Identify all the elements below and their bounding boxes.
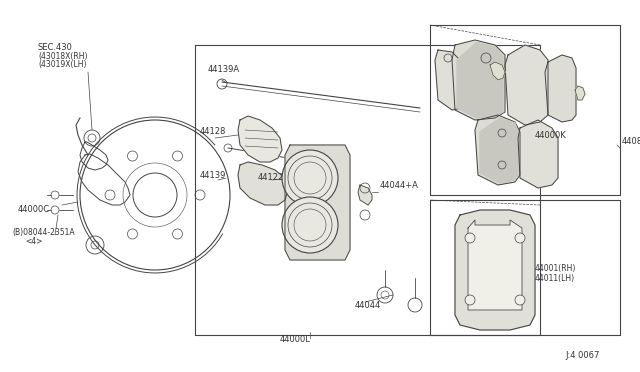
- Circle shape: [515, 233, 525, 243]
- Circle shape: [465, 295, 475, 305]
- Polygon shape: [505, 45, 548, 125]
- Text: J:4 0067: J:4 0067: [565, 350, 600, 359]
- Text: 44080K: 44080K: [622, 138, 640, 147]
- Text: 44044: 44044: [355, 301, 381, 310]
- Text: 44044+A: 44044+A: [380, 180, 419, 189]
- Polygon shape: [468, 220, 522, 310]
- Polygon shape: [575, 86, 585, 100]
- Text: 44000L: 44000L: [280, 336, 310, 344]
- Text: 44122: 44122: [258, 173, 284, 183]
- Text: 44128: 44128: [200, 128, 227, 137]
- Text: 44139: 44139: [200, 170, 227, 180]
- Polygon shape: [545, 55, 576, 122]
- Text: (43019X(LH): (43019X(LH): [38, 61, 86, 70]
- Text: 44001(RH): 44001(RH): [535, 263, 577, 273]
- Polygon shape: [455, 210, 535, 330]
- Text: (43018X(RH): (43018X(RH): [38, 52, 88, 61]
- Text: SEC.430: SEC.430: [38, 44, 73, 52]
- Text: 44000K: 44000K: [535, 131, 567, 140]
- Text: (B)08044-2351A: (B)08044-2351A: [12, 228, 75, 237]
- Polygon shape: [490, 62, 505, 80]
- Text: 44011(LH): 44011(LH): [535, 273, 575, 282]
- Text: 44139A: 44139A: [208, 65, 240, 74]
- Polygon shape: [238, 162, 288, 205]
- Polygon shape: [285, 145, 350, 260]
- Circle shape: [515, 295, 525, 305]
- Text: 44000C: 44000C: [18, 205, 50, 215]
- Polygon shape: [435, 50, 462, 110]
- Polygon shape: [452, 40, 505, 120]
- Polygon shape: [475, 115, 520, 185]
- Circle shape: [465, 233, 475, 243]
- Polygon shape: [238, 116, 282, 162]
- Circle shape: [282, 197, 338, 253]
- Polygon shape: [518, 120, 558, 188]
- Circle shape: [282, 150, 338, 206]
- Polygon shape: [480, 118, 518, 183]
- Polygon shape: [457, 42, 503, 118]
- Polygon shape: [358, 185, 372, 205]
- Text: <4>: <4>: [25, 237, 42, 247]
